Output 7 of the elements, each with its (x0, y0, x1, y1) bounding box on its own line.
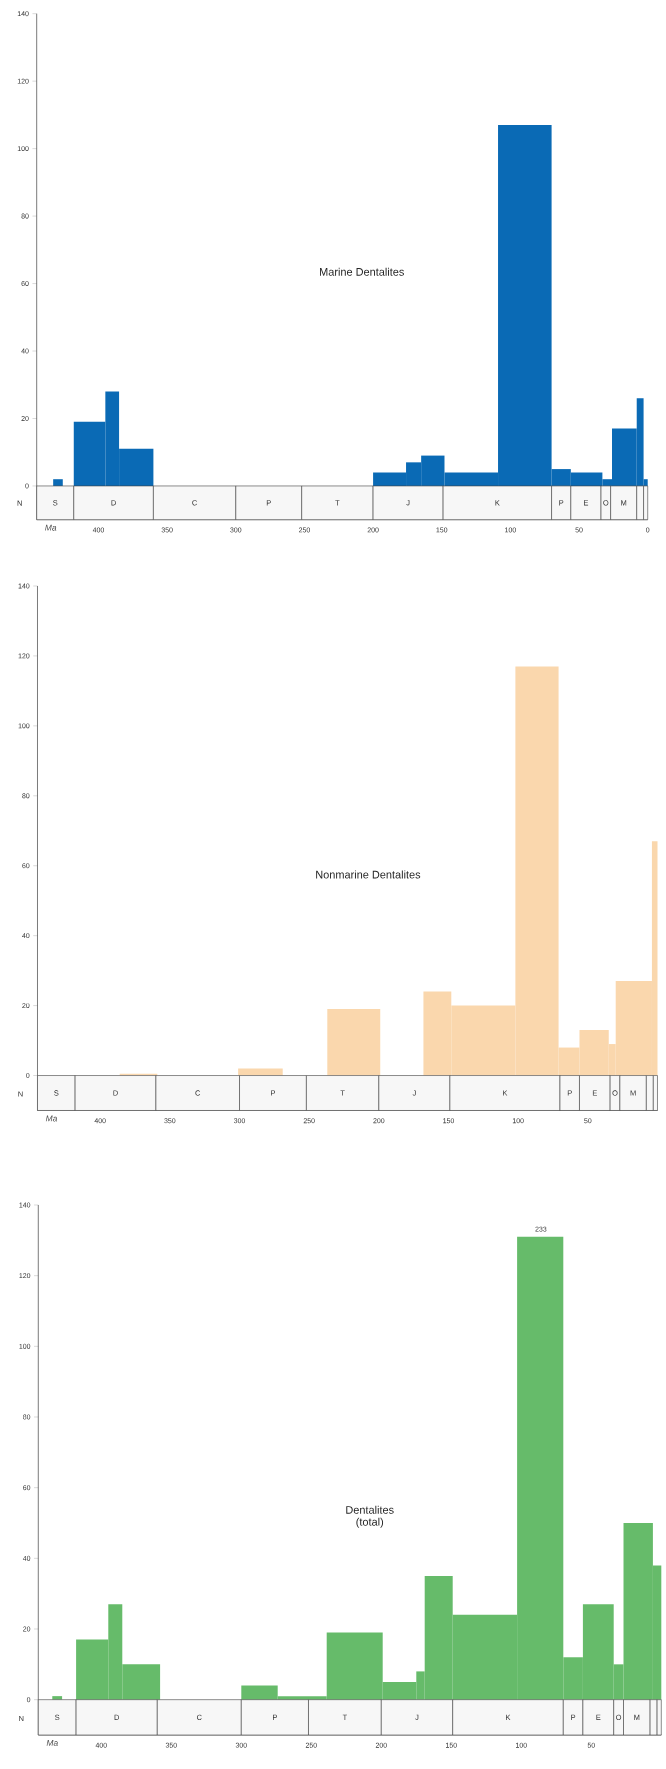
text: Nonmarine Dentalites (316, 870, 421, 879)
x-axis-title: Ma (45, 524, 57, 531)
x-axis-title: Ma (46, 1740, 58, 1746)
x-axis-title: Ma (45, 1115, 58, 1122)
text: (total) (356, 1517, 384, 1528)
text: Dentalites (346, 1505, 394, 1514)
text: Marine Dentalites (320, 267, 404, 276)
